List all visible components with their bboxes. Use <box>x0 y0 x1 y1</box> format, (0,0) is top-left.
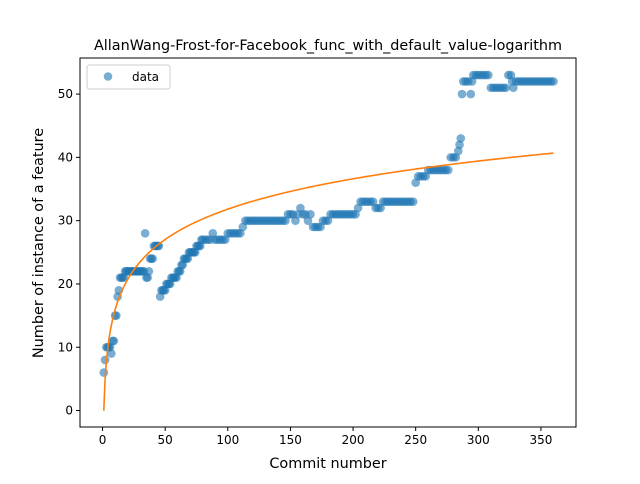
data-point <box>457 89 467 99</box>
legend-box <box>86 64 171 90</box>
data-point <box>154 241 164 251</box>
data-point <box>109 336 119 346</box>
y-tick-label: 0 <box>65 404 73 418</box>
data-point <box>466 89 476 99</box>
y-tick-label: 10 <box>58 340 73 354</box>
y-tick-label: 50 <box>58 87 73 101</box>
data-point <box>306 210 315 219</box>
y-tick-label: 40 <box>58 150 73 164</box>
data-point <box>484 70 493 80</box>
x-tick-label: 50 <box>158 433 173 447</box>
data-point <box>144 267 154 276</box>
data-point <box>408 197 418 206</box>
y-axis-label: Number of instance of a feature <box>31 128 47 358</box>
data-point <box>140 229 150 238</box>
x-tick-label: 200 <box>342 433 365 447</box>
x-tick-label: 0 <box>99 433 107 447</box>
data-point <box>549 77 558 86</box>
data-point <box>107 349 116 358</box>
legend-label: data <box>132 70 159 84</box>
data-point <box>456 134 466 143</box>
fit-curve <box>103 152 554 411</box>
x-axis-label: Commit number <box>269 456 386 472</box>
y-tick-label: 30 <box>58 214 73 228</box>
x-tick-label: 350 <box>529 433 552 447</box>
plot-area: 0 50 100 150 200 250 300 350 0 10 20 30 40 50 data <box>58 57 577 447</box>
x-tick-label: 150 <box>279 433 302 447</box>
data-point <box>99 368 109 377</box>
x-tick-label: 100 <box>216 433 239 447</box>
legend: data <box>86 64 171 90</box>
axes-frame <box>79 57 577 428</box>
x-tick-label: 250 <box>404 433 427 447</box>
data-point <box>443 165 453 175</box>
y-tick-label: 20 <box>58 277 73 291</box>
chart-title: AllanWang-Frost-for-Facebook_func_with_d… <box>94 38 562 54</box>
x-tick-label: 300 <box>467 433 490 447</box>
data-point <box>100 355 110 365</box>
data-point <box>148 254 157 263</box>
data-point <box>501 83 511 93</box>
legend-marker <box>103 72 113 81</box>
